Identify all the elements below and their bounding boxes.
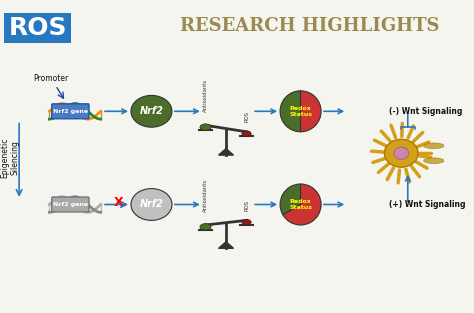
Wedge shape [283,184,321,225]
Ellipse shape [131,95,172,127]
Text: Nrf2 gene: Nrf2 gene [53,109,88,114]
Ellipse shape [394,147,409,159]
Ellipse shape [384,139,418,167]
Text: Nrf2: Nrf2 [139,106,164,116]
Ellipse shape [200,124,211,131]
Polygon shape [219,149,234,155]
Text: ROS: ROS [9,16,67,40]
Text: (+) Wnt Signaling: (+) Wnt Signaling [389,200,465,209]
Text: (-) Wnt Signaling: (-) Wnt Signaling [389,107,463,116]
Ellipse shape [200,223,211,230]
Text: Redox
Status: Redox Status [289,106,312,117]
Wedge shape [280,91,301,132]
Text: Promoter: Promoter [33,74,68,83]
Text: Redox
Status: Redox Status [289,199,312,210]
Polygon shape [219,242,234,248]
Text: Antioxidants: Antioxidants [203,179,208,212]
Text: ROS: ROS [244,200,249,211]
Ellipse shape [242,219,251,225]
Ellipse shape [242,131,251,136]
Text: X: X [114,196,124,209]
FancyBboxPatch shape [52,197,89,212]
Text: Nrf2: Nrf2 [139,199,164,209]
Wedge shape [280,184,301,215]
Text: Nrf2 gene: Nrf2 gene [53,202,88,207]
Wedge shape [301,91,321,132]
Text: ROS: ROS [244,111,249,122]
Text: RESEARCH HIGHLIGHTS: RESEARCH HIGHLIGHTS [180,18,440,35]
Ellipse shape [424,158,444,163]
Ellipse shape [131,189,172,220]
FancyBboxPatch shape [4,13,71,43]
FancyBboxPatch shape [52,104,89,119]
Ellipse shape [424,143,444,149]
Text: Epigenetic
Silencing: Epigenetic Silencing [0,138,19,178]
Text: Antioxidants: Antioxidants [203,79,208,112]
